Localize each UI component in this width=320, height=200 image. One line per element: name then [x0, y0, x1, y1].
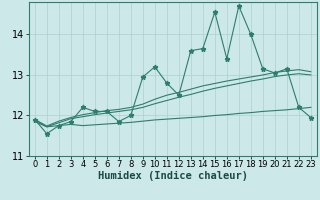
X-axis label: Humidex (Indice chaleur): Humidex (Indice chaleur): [98, 171, 248, 181]
